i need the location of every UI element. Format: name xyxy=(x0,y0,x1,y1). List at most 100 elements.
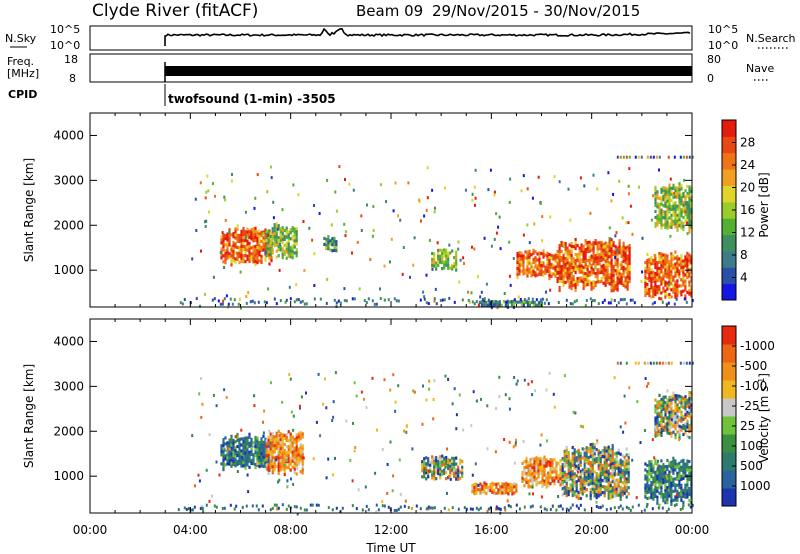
echo-cell xyxy=(236,432,239,437)
echo-cell xyxy=(682,206,685,211)
echo-cell xyxy=(226,241,229,245)
ground-scatter-cell xyxy=(479,506,482,510)
scatter-cell xyxy=(199,377,202,380)
echo-cell xyxy=(262,248,265,252)
echo-cell xyxy=(582,280,585,284)
echo-cell xyxy=(686,272,689,276)
echo-cell xyxy=(604,250,607,254)
echo-cell xyxy=(490,303,493,307)
echo-cell xyxy=(549,467,552,471)
echo-cell xyxy=(222,459,225,463)
echo-cell xyxy=(593,449,596,453)
echo-cell xyxy=(561,493,564,497)
scatter-cell xyxy=(228,230,231,234)
echo-cell xyxy=(688,185,691,189)
scatter-cell xyxy=(591,453,594,457)
echo-cell xyxy=(584,281,587,285)
echo-cell xyxy=(662,463,665,467)
echo-cell xyxy=(289,249,292,253)
scatter-cell xyxy=(589,211,592,215)
echo-cell xyxy=(644,468,647,472)
scatter-cell xyxy=(206,174,209,178)
echo-cell xyxy=(666,497,669,502)
scatter-cell xyxy=(302,456,305,460)
echo-cell xyxy=(612,249,615,254)
echo-cell xyxy=(626,269,629,273)
echo-cell xyxy=(254,226,257,230)
echo-cell xyxy=(531,457,534,461)
echo-cell xyxy=(289,447,292,451)
echo-cell xyxy=(566,246,569,250)
echo-cell xyxy=(563,476,566,480)
echo-cell xyxy=(299,431,302,435)
echo-cell xyxy=(481,487,484,491)
echo-cell xyxy=(664,219,667,223)
echo-cell xyxy=(273,462,276,466)
echo-cell xyxy=(461,471,464,475)
echo-cell xyxy=(684,195,687,199)
echo-cell xyxy=(242,461,245,465)
scatter-cell xyxy=(531,393,534,397)
echo-cell xyxy=(680,413,683,417)
echo-cell xyxy=(674,409,677,413)
echo-cell xyxy=(545,479,548,483)
echo-cell xyxy=(578,264,581,268)
ground-scatter-cell xyxy=(371,299,374,303)
scatter-cell xyxy=(615,272,618,276)
echo-cell xyxy=(668,210,671,214)
scatter-cell xyxy=(371,376,374,380)
echo-cell xyxy=(676,264,679,268)
high-range-cell xyxy=(637,155,640,159)
echo-cell xyxy=(622,250,625,254)
echo-cell xyxy=(283,472,286,477)
ground-scatter-cell xyxy=(551,504,554,508)
echo-cell xyxy=(674,216,677,220)
echo-cell xyxy=(662,256,665,260)
echo-cell xyxy=(437,263,440,268)
echo-cell xyxy=(575,492,578,496)
echo-cell xyxy=(570,247,573,252)
echo-cell xyxy=(565,475,568,480)
echo-cell xyxy=(552,254,555,258)
echo-cell xyxy=(690,267,693,271)
scatter-cell xyxy=(198,392,201,396)
echo-cell xyxy=(597,458,600,462)
echo-cell xyxy=(327,235,330,239)
echo-cell xyxy=(234,455,237,459)
echo-cell xyxy=(533,463,536,467)
echo-cell xyxy=(674,400,677,404)
echo-cell xyxy=(580,246,583,250)
echo-cell xyxy=(515,486,518,490)
echo-cell xyxy=(516,276,519,280)
echo-cell xyxy=(567,454,570,458)
echo-cell xyxy=(678,260,681,264)
echo-cell xyxy=(660,424,663,428)
echo-cell xyxy=(604,280,607,284)
echo-cell xyxy=(248,241,251,245)
echo-cell xyxy=(670,255,673,259)
ground-scatter-cell xyxy=(679,508,682,511)
echo-cell xyxy=(242,458,245,462)
ground-scatter-cell xyxy=(313,297,316,301)
echo-cell xyxy=(582,247,585,251)
echo-cell xyxy=(674,271,677,275)
echo-cell xyxy=(567,457,570,461)
colorbar-swatch xyxy=(722,416,736,435)
echo-cell xyxy=(660,279,663,283)
echo-cell xyxy=(574,243,577,248)
ground-scatter-cell xyxy=(219,302,222,306)
echo-cell xyxy=(461,459,464,463)
echo-cell xyxy=(662,262,665,266)
echo-cell xyxy=(291,441,294,445)
echo-cell xyxy=(299,434,302,438)
scatter-cell xyxy=(644,377,647,380)
scatter-cell xyxy=(194,197,197,201)
echo-cell xyxy=(660,477,663,481)
echo-cell xyxy=(684,486,687,490)
scatter-cell xyxy=(351,251,353,255)
echo-cell xyxy=(265,448,268,452)
echo-cell xyxy=(686,492,689,496)
ground-scatter-cell xyxy=(497,507,500,511)
echo-cell xyxy=(246,451,249,455)
echo-cell xyxy=(267,241,270,245)
